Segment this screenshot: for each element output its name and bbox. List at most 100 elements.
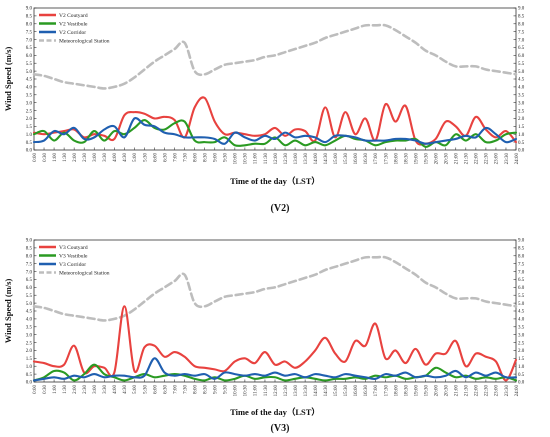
x-tick-label: 13:00 [294, 153, 299, 165]
x-tick-label: 13:00 [294, 385, 299, 397]
y-tick-label-left: 5.5 [26, 294, 33, 299]
x-tick-label: 6:00 [153, 385, 158, 394]
x-tick-label: 7:00 [173, 153, 178, 162]
x-tick-label: 14:30 [324, 385, 329, 397]
series-line-3 [32, 117, 518, 145]
y-tick-label-right: 8.0 [518, 254, 525, 259]
y-tick-label-left: 0.5 [26, 373, 33, 378]
y-tick-label-left: 9.0 [26, 239, 33, 244]
x-tick-label: 0:30 [43, 153, 48, 162]
y-tick-label-right: 5.5 [518, 62, 525, 67]
panel-label: (V2) [271, 203, 290, 214]
x-tick-label: 0:00 [33, 385, 38, 394]
y-tick-label-right: 5.0 [518, 70, 525, 75]
x-tick-label: 2:00 [73, 153, 78, 162]
x-tick-label: 20:30 [445, 153, 450, 165]
x-tick-label: 5:30 [143, 385, 148, 394]
y-tick-label-right: 5.0 [518, 302, 525, 307]
x-tick-label: 1:30 [63, 153, 68, 162]
x-tick-label: 5:00 [133, 153, 138, 162]
x-tick-label: 18:00 [394, 153, 399, 165]
y-tick-label-left: 2.0 [26, 349, 33, 354]
x-tick-label: 7:00 [173, 385, 178, 394]
y-tick-label-left: 7.0 [26, 270, 33, 275]
y-tick-label-left: 3.0 [26, 333, 33, 338]
x-tick-label: 9:00 [214, 153, 219, 162]
x-tick-label: 5:30 [143, 153, 148, 162]
y-tick-label-right: 0.5 [518, 141, 525, 146]
panel-label: (V3) [271, 423, 290, 434]
x-tick-label: 18:30 [404, 385, 409, 397]
x-tick-label: 24:00 [515, 385, 520, 397]
y-axis-label: Wind Speed (m/s) [3, 47, 13, 112]
y-tick-label-right: 6.0 [518, 54, 525, 59]
x-axis-label: Time of the day（LST） [230, 176, 320, 186]
x-tick-label: 2:30 [83, 385, 88, 394]
x-tick-label: 19:00 [414, 153, 419, 165]
plot-frame [33, 239, 517, 383]
y-tick-label-right: 2.0 [518, 349, 525, 354]
x-axis-label: Time of the day（LST） [230, 407, 320, 417]
x-tick-label: 8:30 [204, 385, 209, 394]
y-tick-label-right: 9.0 [518, 239, 525, 244]
x-tick-label: 10:30 [244, 385, 249, 397]
y-tick-label-right: 9.0 [518, 7, 525, 12]
chart-panel-1: 0.0 0.0 0.5 0.5 1.0 1.0 1.5 1.5 2.0 2.0 2.5 2.5 3.0 3… [3, 7, 525, 214]
x-tick-label: 4:00 [113, 153, 118, 162]
y-tick-label-left: 8.0 [26, 254, 33, 259]
legend-entry: V3 Corridor [59, 262, 86, 268]
y-tick-label-right: 1.0 [518, 133, 525, 138]
y-tick-label-left: 7.5 [26, 30, 33, 35]
x-tick-label: 22:30 [485, 385, 490, 397]
chart-panel-2: 0.0 0.0 0.5 0.5 1.0 1.0 1.5 1.5 2.0 2.0 2.5 2.5 3.0 3… [3, 239, 525, 434]
x-tick-label: 11:00 [254, 153, 259, 165]
x-tick-label: 9:00 [214, 385, 219, 394]
x-tick-label: 18:30 [404, 153, 409, 165]
series-line-2 [32, 363, 518, 382]
y-tick-label-left: 3.0 [26, 101, 33, 106]
y-tick-label-right: 7.0 [518, 270, 525, 275]
y-tick-label-right: 2.5 [518, 109, 525, 114]
y-tick-label-right: 7.5 [518, 30, 525, 35]
x-tick-label: 4:30 [123, 385, 128, 394]
legend-entry: Meteorological Station [59, 271, 110, 277]
y-tick-label-left: 4.0 [26, 318, 33, 323]
x-tick-label: 12:30 [284, 153, 289, 165]
x-tick-label: 10:30 [244, 153, 249, 165]
x-tick-label: 4:30 [123, 153, 128, 162]
x-tick-label: 22:30 [485, 153, 490, 165]
series-line-1 [32, 96, 518, 146]
x-tick-label: 12:00 [274, 153, 279, 165]
x-tick-label: 13:30 [304, 153, 309, 165]
x-tick-label: 21:30 [465, 385, 470, 397]
x-tick-label: 20:00 [434, 385, 439, 397]
y-tick-label-left: 7.5 [26, 262, 33, 267]
x-tick-label: 6:30 [163, 153, 168, 162]
x-tick-label: 15:00 [334, 385, 339, 397]
y-tick-label-right: 0.0 [518, 381, 525, 386]
x-tick-label: 9:30 [224, 385, 229, 394]
legend-entry: Meteorological Station [59, 39, 110, 45]
x-tick-label: 15:30 [344, 153, 349, 165]
x-tick-label: 0:00 [33, 153, 38, 162]
y-tick-label-left: 1.5 [26, 357, 33, 362]
x-tick-label: 22:00 [475, 153, 480, 165]
y-tick-label-left: 6.0 [26, 286, 33, 291]
x-tick-label: 7:30 [183, 153, 188, 162]
x-tick-label: 19:00 [414, 385, 419, 397]
x-tick-label: 1:30 [63, 385, 68, 394]
y-tick-label-right: 4.5 [518, 78, 525, 83]
x-tick-label: 21:30 [465, 153, 470, 165]
y-tick-label-right: 0.5 [518, 373, 525, 378]
x-tick-label: 8:00 [193, 385, 198, 394]
x-tick-label: 1:00 [53, 153, 58, 162]
x-tick-label: 17:30 [384, 153, 389, 165]
x-tick-label: 9:30 [224, 153, 229, 162]
y-tick-label-right: 1.5 [518, 357, 525, 362]
y-tick-label-left: 0.0 [26, 381, 33, 386]
x-tick-label: 2:30 [83, 153, 88, 162]
x-tick-label: 5:00 [133, 385, 138, 394]
y-tick-label-left: 5.0 [26, 302, 33, 307]
x-tick-label: 4:00 [113, 385, 118, 394]
x-tick-label: 23:00 [495, 385, 500, 397]
